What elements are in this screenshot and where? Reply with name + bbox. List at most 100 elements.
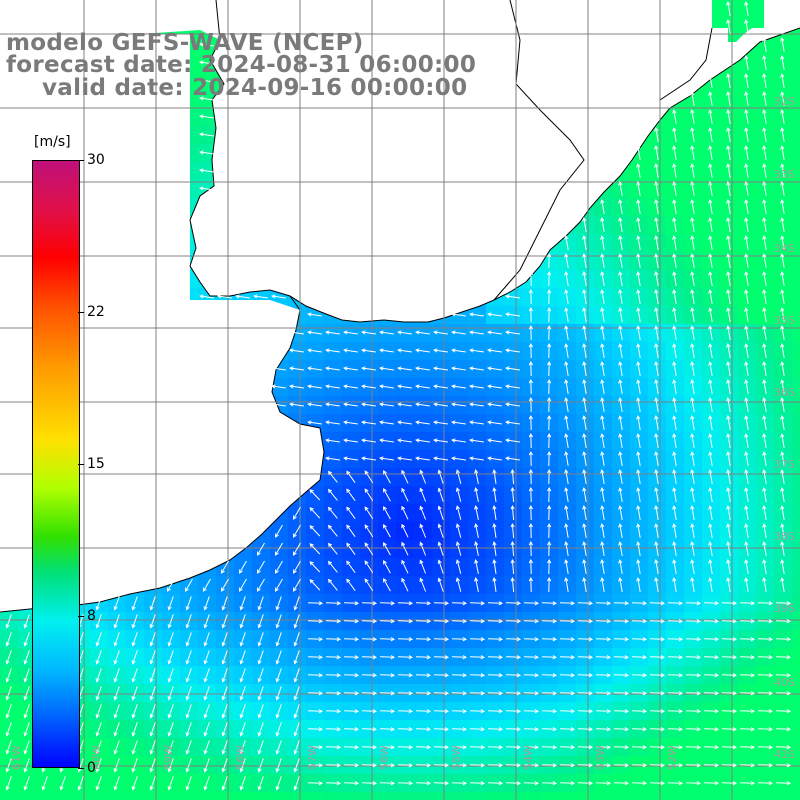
wind-cell: [792, 594, 800, 612]
wind-arrow: [397, 330, 412, 335]
wind-cell: [792, 198, 800, 216]
wind-arrow: [744, 1, 749, 16]
wind-arrow: [307, 348, 322, 353]
wind-arrow: [708, 235, 713, 250]
latitude-label: 37S: [774, 458, 795, 471]
wind-cell: [792, 252, 800, 270]
wind-arrow: [487, 366, 502, 371]
wind-arrow: [361, 330, 376, 335]
wind-cell: [792, 684, 800, 702]
wind-cell: [396, 792, 414, 800]
wind-arrow: [325, 366, 340, 371]
wind-arrow: [780, 109, 785, 124]
wind-arrow: [672, 361, 677, 376]
wind-arrow: [528, 342, 534, 359]
wind-arrow: [762, 325, 767, 340]
longitude-label: 54W: [522, 745, 535, 770]
wind-arrow: [307, 312, 322, 317]
wind-arrow: [379, 384, 394, 389]
wind-arrow: [744, 325, 749, 340]
wind-cell: [792, 36, 800, 54]
longitude-label: 57W: [306, 745, 319, 770]
wind-arrow: [780, 307, 785, 322]
wind-cell: [720, 792, 738, 800]
wind-arrow: [600, 235, 605, 250]
wind-arrow: [780, 253, 785, 268]
wind-arrow: [343, 384, 358, 389]
wind-arrow: [487, 348, 502, 353]
wind-arrow: [762, 289, 767, 304]
wind-cell: [792, 126, 800, 144]
colorbar: [32, 160, 80, 768]
wind-arrow: [217, 294, 232, 299]
land-area: [0, 0, 800, 612]
wind-arrow: [564, 361, 569, 376]
wind-arrow: [654, 271, 659, 286]
wind-cell: [792, 432, 800, 450]
wind-arrow: [654, 253, 659, 268]
wind-arrow: [487, 312, 502, 317]
wind-cell: [540, 792, 558, 800]
wind-arrow: [618, 217, 623, 232]
wind-arrow: [582, 289, 587, 304]
wind-cell: [792, 792, 800, 800]
wind-cell: [792, 90, 800, 108]
wind-arrow: [415, 384, 430, 389]
wind-cell: [792, 450, 800, 468]
wind-arrow: [762, 271, 767, 286]
wind-arrow: [708, 271, 713, 286]
wind-cell: [792, 522, 800, 540]
wind-cell: [630, 792, 648, 800]
wind-arrow: [726, 163, 731, 178]
wind-arrow: [654, 145, 659, 160]
wind-arrow: [199, 294, 214, 299]
wind-arrow: [672, 307, 677, 322]
wind-arrow: [780, 73, 785, 88]
wind-cell: [774, 792, 792, 800]
wind-arrow: [469, 330, 484, 335]
wind-arrow: [744, 145, 749, 160]
wind-arrow: [271, 366, 286, 371]
wind-arrow: [618, 289, 623, 304]
wind-arrow: [726, 181, 731, 196]
wind-arrow: [451, 312, 466, 317]
wind-arrow: [600, 271, 605, 286]
colorbar-tick: 15: [78, 456, 105, 472]
wind-arrow: [289, 330, 304, 335]
wind-arrow: [672, 145, 677, 160]
wind-cell: [126, 792, 144, 800]
wind-arrow: [690, 91, 695, 106]
wind-arrow: [564, 307, 569, 322]
wind-arrow: [744, 199, 749, 214]
wind-arrow: [726, 1, 731, 16]
wind-cell: [792, 288, 800, 306]
wind-arrow: [379, 348, 394, 353]
wind-arrow: [726, 235, 731, 250]
wind-arrow: [636, 289, 641, 304]
wind-arrow: [487, 330, 502, 335]
wind-cell: [792, 774, 800, 792]
wind-arrow: [199, 42, 214, 47]
wind-cell: [36, 792, 54, 800]
wind-arrow: [253, 294, 268, 299]
wind-cell: [576, 792, 594, 800]
wind-cell: [792, 360, 800, 378]
wind-arrow: [672, 271, 677, 286]
wind-cell: [666, 792, 684, 800]
wind-arrow: [708, 307, 713, 322]
wind-arrow: [469, 384, 484, 389]
wind-arrow: [726, 91, 731, 106]
wind-arrow: [762, 343, 767, 358]
wind-cell: [162, 792, 180, 800]
wind-arrow: [618, 361, 623, 376]
wind-arrow: [762, 253, 767, 268]
wind-arrow: [564, 271, 569, 286]
wind-arrow: [744, 127, 749, 142]
wind-arrow: [762, 109, 767, 124]
latitude-label: 38S: [774, 530, 795, 543]
wind-arrow: [654, 343, 659, 358]
wind-arrow: [654, 289, 659, 304]
wind-arrow: [582, 325, 587, 340]
wind-cell: [792, 648, 800, 666]
